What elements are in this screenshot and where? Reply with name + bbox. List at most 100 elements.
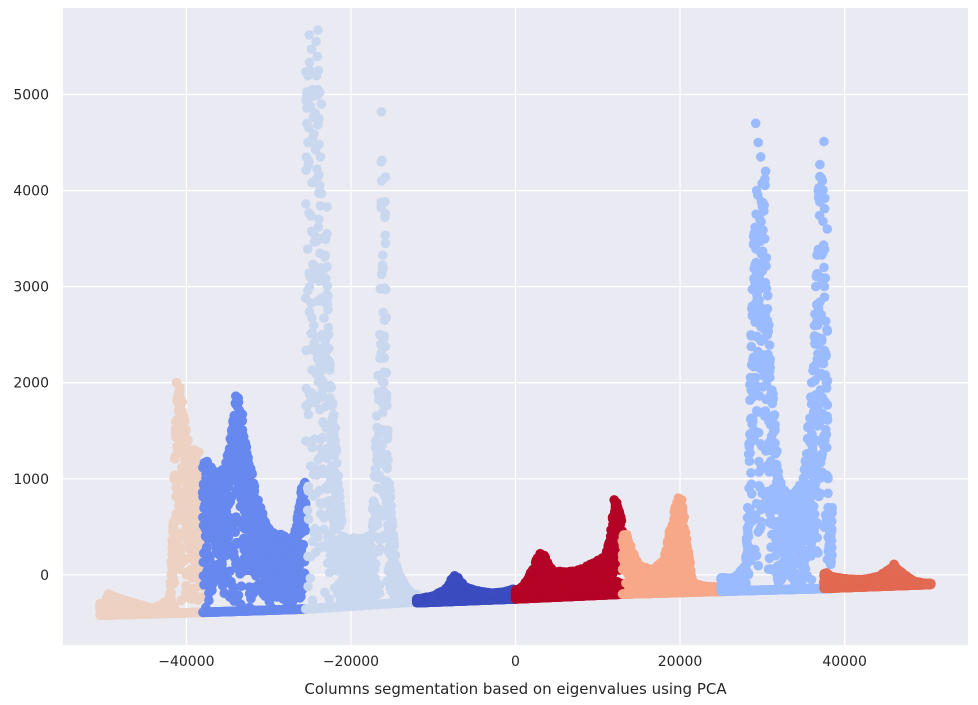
scatter-point [385, 485, 395, 496]
scatter-point [376, 107, 387, 117]
scatter-point [412, 594, 422, 604]
scatter-point [386, 500, 397, 511]
scatter-point [204, 595, 214, 606]
scatter-point [383, 426, 393, 437]
scatter-point [300, 525, 311, 536]
scatter-point [380, 208, 391, 219]
scatter-point [375, 543, 385, 554]
scatter-point [255, 502, 266, 513]
scatter-point [330, 423, 341, 433]
scatter-point [301, 199, 311, 209]
scatter-point [322, 281, 333, 291]
scatter-point [469, 585, 480, 595]
scatter-point [276, 529, 286, 540]
scatter-point [233, 590, 244, 600]
scatter-point [222, 450, 233, 461]
scatter-point [370, 559, 381, 569]
scatter-point [183, 435, 193, 446]
scatter-point [336, 515, 347, 525]
scatter-point [303, 409, 314, 420]
scatter-point [303, 481, 314, 492]
scatter-point [177, 397, 188, 407]
scatter-point [380, 172, 391, 182]
scatter-point [428, 591, 439, 601]
scatter-point [366, 529, 377, 540]
scatter-point [233, 393, 243, 403]
scatter-point [382, 463, 393, 474]
scatter-point [185, 454, 196, 465]
scatter-point [315, 152, 326, 162]
scatter-point [298, 539, 309, 550]
scatter-point [103, 589, 114, 599]
scatter-point [314, 214, 324, 225]
scatter-point [237, 409, 248, 420]
scatter-point [312, 51, 323, 62]
scatter-point [311, 36, 321, 47]
scatter-point [333, 471, 344, 481]
scatter-point [303, 514, 314, 524]
series-0 [95, 377, 208, 620]
scatter-point [337, 531, 348, 542]
scatter-point [326, 382, 337, 393]
scatter-point [354, 533, 365, 544]
scatter-point [378, 250, 388, 260]
scatter-point [379, 377, 389, 388]
scatter-point [181, 425, 191, 435]
scatter-point [380, 341, 391, 352]
scatter-point [305, 573, 316, 584]
scatter-point [377, 155, 387, 166]
scatter-point [288, 531, 299, 542]
scatter-point [459, 581, 470, 592]
scatter-point [374, 588, 385, 598]
scatter-point [249, 486, 260, 497]
scatter-point [382, 400, 392, 411]
scatter-point [381, 368, 392, 378]
scatter-point [328, 398, 338, 409]
scatter-point [292, 512, 303, 522]
scatter-point [383, 454, 393, 465]
scatter-point [314, 139, 324, 150]
scatter-point [302, 505, 313, 516]
scatter-point [322, 202, 332, 212]
scatter-point [322, 262, 332, 272]
scatter-point [319, 251, 330, 262]
scatter-point [323, 291, 333, 302]
scatter-point [315, 233, 326, 244]
scatter-point [387, 520, 398, 531]
scatter-point [243, 452, 253, 463]
scatter-point [132, 598, 142, 609]
scatter-point [302, 244, 313, 254]
scatter-point [180, 416, 190, 426]
scatter-point [389, 539, 400, 549]
scatter-point [313, 532, 323, 542]
scatter-point [323, 305, 333, 315]
scatter-point [115, 594, 126, 604]
scatter-point [381, 389, 392, 400]
scatter-point [313, 25, 323, 35]
scatter-point [391, 560, 402, 571]
scatter-point [375, 329, 385, 340]
scatter-point [148, 603, 159, 614]
scatter-point [324, 343, 334, 354]
scatter-point [380, 238, 391, 249]
scatter-point [175, 543, 186, 553]
scatter-point [314, 180, 325, 191]
scatter-point [390, 550, 401, 561]
scatter-point [379, 197, 390, 207]
scatter-point [247, 469, 257, 479]
scatter-point [399, 579, 410, 590]
scatter-point [332, 458, 342, 468]
scatter-point [366, 541, 376, 551]
scatter-point [379, 353, 390, 363]
scatter-points [95, 25, 936, 620]
scatter-point [165, 594, 175, 604]
scatter-point [309, 129, 319, 139]
scatter-point [175, 382, 185, 393]
scatter-point [226, 425, 237, 436]
scatter-point [372, 519, 383, 530]
scatter-point [331, 445, 342, 456]
scatter-point [498, 587, 509, 597]
scatter-point [486, 588, 496, 598]
scatter-point [319, 313, 329, 324]
